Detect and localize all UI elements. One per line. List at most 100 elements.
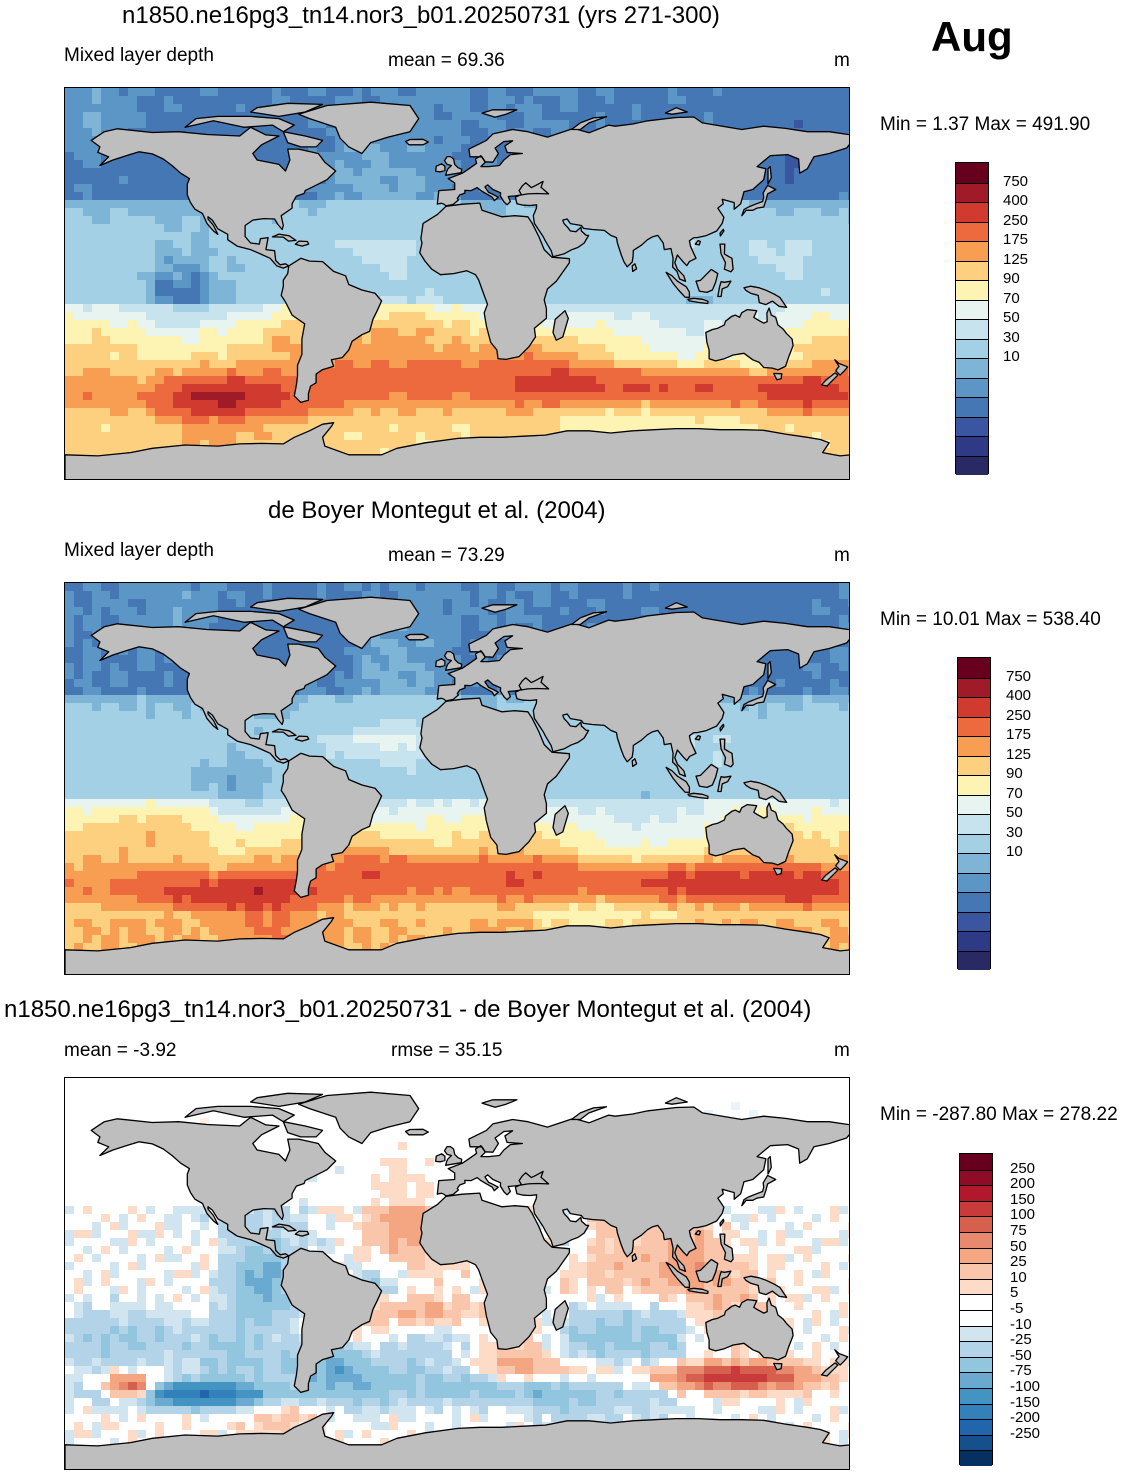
field-cell xyxy=(434,583,444,592)
panel-2-mean-label: mean = 73.29 xyxy=(388,545,505,566)
panel-1-mean-label: mean = 69.36 xyxy=(388,50,505,71)
field-cell xyxy=(353,168,363,177)
field-cell xyxy=(749,208,759,217)
field-cell xyxy=(497,384,507,393)
field-cell xyxy=(74,128,84,137)
field-cell xyxy=(371,272,381,281)
field-cell xyxy=(659,280,669,289)
field-cell xyxy=(434,623,444,632)
field-cell xyxy=(74,336,84,345)
field-cell xyxy=(308,96,318,105)
field-cell xyxy=(677,304,687,313)
field-cell xyxy=(740,104,750,113)
field-cell xyxy=(668,607,678,616)
field-cell xyxy=(776,591,786,600)
field-cell xyxy=(839,344,849,353)
field-cell xyxy=(425,192,435,201)
field-cell xyxy=(848,591,849,600)
field-cell xyxy=(263,288,273,297)
field-cell xyxy=(749,392,759,401)
field-cell xyxy=(254,224,264,233)
field-cell xyxy=(200,344,210,353)
field-cell xyxy=(326,400,336,409)
field-cell xyxy=(380,232,390,241)
field-cell xyxy=(74,104,84,113)
field-cell xyxy=(812,336,822,345)
field-cell xyxy=(605,384,615,393)
field-cell xyxy=(470,128,480,137)
field-cell xyxy=(398,416,408,425)
field-cell xyxy=(119,296,129,305)
field-cell xyxy=(200,400,210,409)
field-cell xyxy=(731,248,741,257)
field-cell xyxy=(290,623,300,632)
field-cell xyxy=(281,160,291,169)
field-cell xyxy=(389,232,399,241)
field-cell xyxy=(164,368,174,377)
field-cell xyxy=(389,200,399,209)
field-cell xyxy=(416,392,426,401)
field-cell xyxy=(614,376,624,385)
field-cell xyxy=(245,591,255,600)
field-cell xyxy=(290,615,300,624)
field-cell xyxy=(614,408,624,417)
field-cell xyxy=(164,328,174,337)
field-cell xyxy=(272,392,282,401)
field-cell xyxy=(596,416,606,425)
field-cell xyxy=(542,591,552,600)
field-cell xyxy=(434,376,444,385)
field-cell xyxy=(299,224,309,233)
field-cell xyxy=(848,599,849,608)
field-cell xyxy=(227,88,237,97)
field-cell xyxy=(236,376,246,385)
field-cell xyxy=(380,264,390,273)
field-cell xyxy=(758,256,768,265)
field-cell xyxy=(335,591,345,600)
field-cell xyxy=(749,272,759,281)
field-cell xyxy=(173,232,183,241)
field-cell xyxy=(470,192,480,201)
field-cell xyxy=(434,328,444,337)
field-cell xyxy=(785,591,795,600)
field-cell xyxy=(686,352,696,361)
field-cell xyxy=(794,368,804,377)
field-cell xyxy=(605,96,615,105)
field-cell xyxy=(389,192,399,201)
field-cell xyxy=(65,599,75,608)
field-cell xyxy=(569,384,579,393)
field-cell xyxy=(605,583,615,592)
field-cell xyxy=(119,583,129,592)
field-cell xyxy=(371,152,381,161)
field-cell xyxy=(326,240,336,249)
field-cell xyxy=(353,384,363,393)
field-cell xyxy=(839,88,849,97)
field-cell xyxy=(146,168,156,177)
field-cell xyxy=(488,120,498,129)
field-cell xyxy=(137,272,147,281)
field-cell xyxy=(173,240,183,249)
field-cell xyxy=(533,336,543,345)
field-cell xyxy=(785,200,795,209)
field-cell xyxy=(839,168,849,177)
field-cell xyxy=(506,615,516,624)
field-cell xyxy=(488,384,498,393)
field-cell xyxy=(101,120,111,129)
field-cell xyxy=(515,112,525,121)
field-cell xyxy=(740,424,750,433)
field-cell xyxy=(704,96,714,105)
field-cell xyxy=(578,408,588,417)
field-cell xyxy=(452,384,462,393)
field-cell xyxy=(164,607,174,616)
field-cell xyxy=(65,176,75,185)
field-cell xyxy=(110,112,120,121)
field-cell xyxy=(155,280,165,289)
field-cell xyxy=(371,96,381,105)
field-cell xyxy=(362,336,372,345)
field-cell xyxy=(308,208,318,217)
field-cell xyxy=(785,96,795,105)
field-cell xyxy=(101,432,111,441)
field-cell xyxy=(335,424,345,433)
field-cell xyxy=(704,320,714,329)
field-cell xyxy=(758,304,768,313)
field-cell xyxy=(713,607,723,616)
